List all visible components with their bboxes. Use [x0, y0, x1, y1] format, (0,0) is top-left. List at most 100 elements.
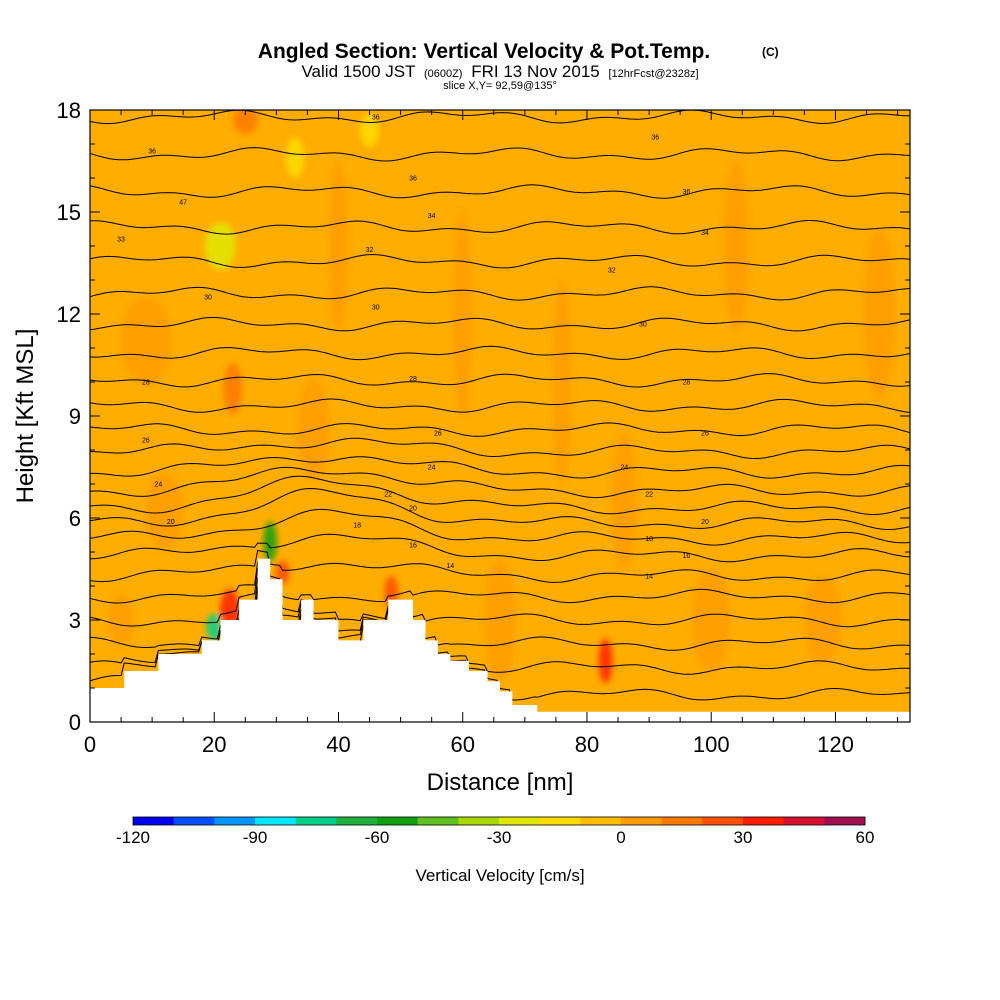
- contour-label: 36: [682, 189, 690, 196]
- colorbar-swatch: [133, 817, 174, 825]
- velocity-cell: [863, 229, 895, 399]
- contour-label: 18: [645, 536, 653, 543]
- contour-label: 16: [682, 553, 690, 560]
- colorbar-swatch: [173, 817, 215, 825]
- isentrope-line: [90, 220, 910, 235]
- velocity-cell: [223, 363, 243, 415]
- chart-title-units: (C): [762, 45, 779, 59]
- isentrope-line: [90, 437, 910, 459]
- isentrope-line: [90, 466, 910, 499]
- contour-label: 34: [701, 230, 709, 237]
- subtitle-zulu: (0600Z): [424, 68, 463, 80]
- velocity-cell: [121, 297, 171, 386]
- contour-label: 22: [384, 492, 392, 499]
- x-tick-label: 120: [817, 732, 854, 757]
- isentrope-line: [90, 560, 910, 604]
- y-tick-label: 15: [57, 200, 81, 225]
- velocity-cell: [611, 433, 637, 569]
- subtitle-valid: Valid 1500 JST: [301, 62, 415, 81]
- colorbar-tick-label: -30: [487, 828, 512, 847]
- y-tick-label: 3: [69, 608, 81, 633]
- y-tick-label: 0: [69, 710, 81, 735]
- colorbar-tick-label: 30: [734, 828, 753, 847]
- contour-label: 28: [409, 376, 417, 383]
- contour-label: 26: [142, 437, 150, 444]
- velocity-cell: [285, 137, 305, 179]
- isentrope-line: [90, 475, 910, 515]
- y-tick-label: 9: [69, 404, 81, 429]
- colorbar-swatch: [255, 817, 296, 825]
- contour-label: 14: [645, 573, 653, 580]
- isentrope-line: [90, 110, 910, 125]
- contour-label: 36: [372, 114, 380, 121]
- velocity-cell: [484, 560, 516, 680]
- contour-label: 14: [446, 563, 454, 570]
- contour-label: 26: [434, 431, 442, 438]
- velocity-cell: [204, 222, 236, 270]
- y-tick-label: 18: [57, 98, 81, 123]
- colorbar-swatch: [417, 817, 459, 825]
- y-tick-label: 12: [57, 302, 81, 327]
- x-tick-label: 60: [450, 732, 474, 757]
- isentrope-line: [90, 487, 910, 531]
- contour-label: 20: [409, 505, 417, 512]
- colorbar-swatch: [824, 817, 866, 825]
- isentrope-line: [90, 184, 910, 199]
- contour-label: 26: [701, 431, 709, 438]
- x-tick-label: 100: [693, 732, 730, 757]
- isentrope-line: [90, 147, 910, 162]
- velocity-cell: [108, 594, 134, 646]
- colorbar-ticks: -120 -90 -60 -30 0 30 60: [116, 828, 874, 847]
- contour-label: 24: [428, 465, 436, 472]
- isentrope-line: [90, 567, 910, 628]
- colorbar-label: Vertical Velocity [cm/s]: [415, 866, 584, 885]
- x-axis-label: Distance [nm]: [427, 769, 574, 796]
- colorbar-swatch: [214, 817, 256, 825]
- velocity-cell: [232, 110, 258, 134]
- colorbar-tick-label: 0: [616, 828, 625, 847]
- contour-label: 28: [142, 380, 150, 387]
- isentrope-line: [90, 456, 910, 479]
- x-tick-label: 0: [84, 732, 96, 757]
- colorbar-swatch: [295, 817, 337, 825]
- isentrope-line: [90, 533, 910, 563]
- contour-label: 34: [428, 213, 436, 220]
- contour-label: 30: [204, 295, 212, 302]
- isentrope-line: [90, 422, 910, 437]
- contour-label: 32: [366, 247, 374, 254]
- slice-label: slice X,Y= 92,59@135°: [443, 80, 557, 92]
- colorbar-swatch: [580, 817, 622, 825]
- contour-label: 20: [701, 519, 709, 526]
- velocity-cell: [598, 638, 613, 683]
- contour-label: 30: [639, 322, 647, 329]
- colorbar-tick-label: 60: [856, 828, 875, 847]
- y-tick-label: 6: [69, 506, 81, 531]
- chart-title: Angled Section: Vertical Velocity & Pot.…: [258, 40, 710, 63]
- contour-label: 36: [148, 148, 156, 155]
- velocity-cell: [453, 212, 473, 416]
- colorbar-swatch: [702, 817, 744, 825]
- isentrope-line: [90, 373, 910, 388]
- contour-label: 28: [682, 380, 690, 387]
- chart-subtitle: Valid 1500 JST (0600Z) FRI 13 Nov 2015 […: [301, 62, 698, 81]
- contour-label: 32: [608, 267, 616, 274]
- colorbar-swatch: [336, 817, 378, 825]
- colorbar-swatch: [377, 817, 418, 825]
- x-tick-label: 40: [326, 732, 350, 757]
- isentrope-line: [90, 508, 910, 546]
- isentrope-line: [90, 286, 910, 301]
- colorbar-tick-label: -120: [116, 828, 150, 847]
- x-axis: 0 20 40 60 80 100 120: [84, 110, 899, 757]
- isentrope-line: [90, 253, 910, 269]
- contour-label: 47: [179, 199, 187, 206]
- contour-label: 24: [620, 465, 628, 472]
- plot-area: 14 14 16 16 18 18 20 20 20 22 22 24 24 24 26 26 26 28 28 28…: [90, 110, 910, 722]
- colorbar-swatch: [743, 817, 784, 825]
- colorbar-swatch: [458, 817, 500, 825]
- y-axis-label: Height [Kft MSL]: [12, 329, 39, 504]
- contour-label: 33: [117, 237, 125, 244]
- colorbar-tick-label: -60: [365, 828, 390, 847]
- colorbar-frame: [132, 816, 866, 826]
